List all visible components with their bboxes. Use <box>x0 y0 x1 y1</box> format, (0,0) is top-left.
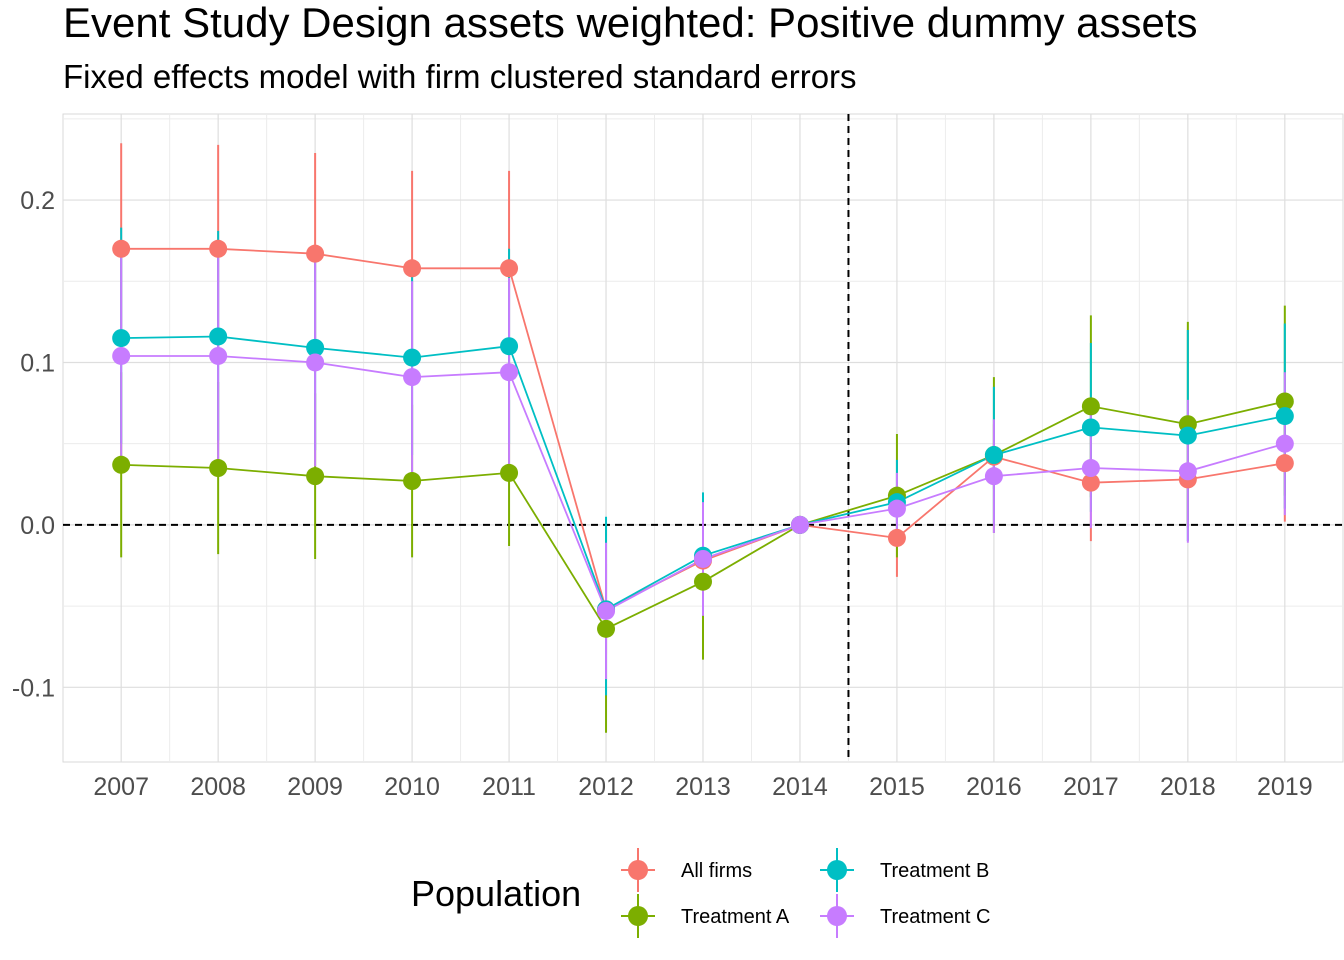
x-tick-label: 2010 <box>384 773 440 801</box>
x-tick-label: 2009 <box>287 773 343 801</box>
axis-labels: -0.1 0.0 0.1 0.2 2007 2008 2009 2010 2011 2012 201… <box>12 187 1313 801</box>
point-treatment-b <box>1081 418 1100 437</box>
y-tick-label: -0.1 <box>12 674 55 702</box>
y-tick-label: 0.1 <box>20 349 55 377</box>
point-treatment-a <box>500 463 519 482</box>
point-treatment-b <box>403 348 422 367</box>
series-points <box>112 239 1294 638</box>
x-tick-label: 2011 <box>482 773 536 801</box>
point-treatment-b <box>209 327 228 346</box>
x-tick-label: 2013 <box>675 773 731 801</box>
legend: Population All firms Treatment A Treatment … <box>411 848 990 938</box>
y-tick-label: 0.0 <box>20 512 55 540</box>
point-all-firms <box>403 259 422 278</box>
legend-label-all-firms: All firms <box>681 860 752 882</box>
point-all-firms <box>1275 454 1294 473</box>
point-all-firms <box>306 244 325 263</box>
point-treatment-c <box>306 353 325 372</box>
x-tick-label: 2016 <box>966 773 1022 801</box>
legend-key-point-treatment-b <box>827 860 847 880</box>
legend-key-point-treatment-c <box>827 906 847 926</box>
x-tick-label: 2018 <box>1160 773 1216 801</box>
chart-title: Event Study Design assets weighted: Posi… <box>63 0 1198 46</box>
point-treatment-c <box>500 363 519 382</box>
point-treatment-c <box>694 549 712 568</box>
grid-layer <box>62 113 1344 763</box>
point-treatment-a <box>306 467 325 486</box>
point-all-firms <box>112 239 131 258</box>
point-treatment-c <box>597 601 616 620</box>
point-treatment-c <box>1081 459 1100 478</box>
point-treatment-a <box>403 472 422 491</box>
y-tick-label: 0.2 <box>20 187 55 215</box>
point-treatment-a <box>209 459 228 478</box>
point-treatment-c <box>209 346 228 365</box>
x-tick-label: 2017 <box>1063 773 1119 801</box>
legend-key-point-all-firms <box>628 860 648 880</box>
point-treatment-b <box>112 329 131 348</box>
point-treatment-c <box>1178 462 1197 481</box>
point-all-firms <box>500 259 519 278</box>
x-tick-label: 2014 <box>772 773 828 801</box>
point-treatment-c <box>984 467 1003 486</box>
legend-label-treatment-c: Treatment C <box>880 906 990 928</box>
point-treatment-a <box>112 455 131 474</box>
x-tick-label: 2008 <box>190 773 246 801</box>
point-treatment-b <box>500 337 519 356</box>
point-treatment-c <box>790 515 809 534</box>
point-all-firms <box>209 239 228 258</box>
legend-label-treatment-a: Treatment A <box>681 906 790 928</box>
chart-subtitle: Fixed effects model with firm clustered … <box>63 58 857 95</box>
point-treatment-a <box>597 619 616 638</box>
point-treatment-b <box>984 446 1003 465</box>
point-treatment-b <box>1178 426 1197 445</box>
legend-title: Population <box>411 873 581 914</box>
x-tick-label: 2007 <box>93 773 149 801</box>
point-all-firms <box>1081 473 1100 492</box>
x-tick-label: 2012 <box>578 773 634 801</box>
x-tick-label: 2015 <box>869 773 925 801</box>
point-treatment-a <box>694 572 712 591</box>
legend-key-point-treatment-a <box>628 906 648 926</box>
point-treatment-c <box>1275 434 1294 453</box>
legend-label-treatment-b: Treatment B <box>880 860 989 882</box>
point-treatment-b <box>1275 407 1294 426</box>
point-treatment-b <box>306 338 325 357</box>
point-treatment-c <box>112 346 131 365</box>
point-treatment-c <box>403 368 422 387</box>
point-treatment-c <box>887 499 906 518</box>
x-tick-label: 2019 <box>1257 773 1313 801</box>
point-treatment-a <box>1275 392 1294 411</box>
point-treatment-a <box>1081 397 1100 416</box>
point-all-firms <box>887 528 906 547</box>
